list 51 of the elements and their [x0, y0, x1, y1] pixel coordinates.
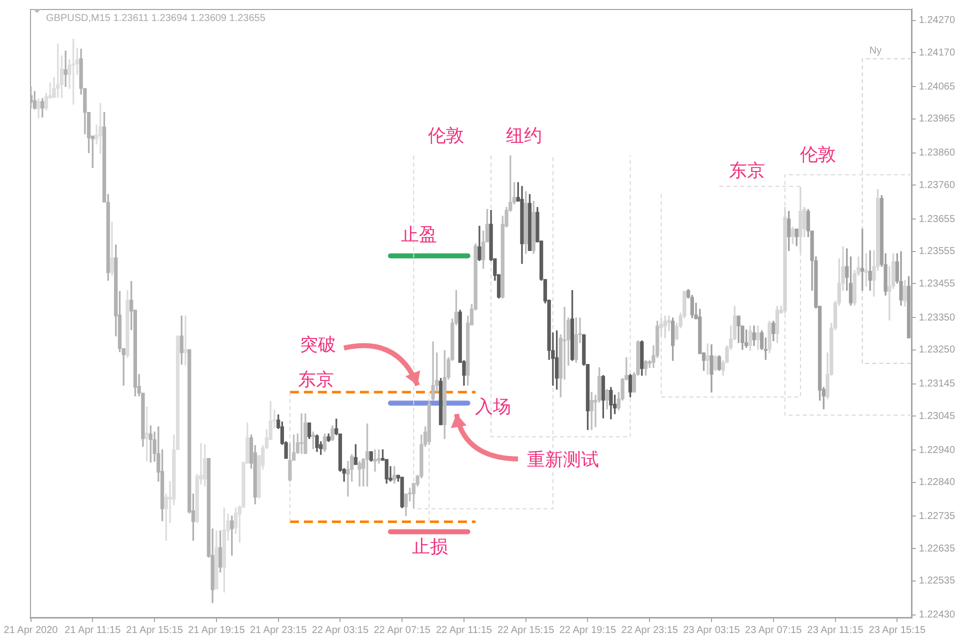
annotation: 东京 [729, 160, 765, 182]
candlestick [431, 341, 435, 401]
x-tick-label: 23 Apr 15:15 [868, 624, 926, 636]
y-tick-label: 1.23250 [918, 344, 956, 356]
annotation: 入场 [474, 396, 511, 418]
y-tick-label: 1.23350 [918, 312, 956, 324]
x-tick-label: 21 Apr 15:15 [126, 624, 184, 636]
candlestick [184, 316, 188, 366]
y-tick-label: 1.24270 [918, 15, 956, 26]
y-tick-label: 1.23455 [918, 278, 956, 290]
candlestick [300, 413, 304, 454]
x-tick-label: 21 Apr 19:15 [188, 624, 246, 636]
x-tick-label: 21 Apr 2020 [4, 624, 58, 636]
series-label: Ny [869, 46, 882, 57]
annotation: 东京 [298, 370, 334, 391]
annotation: 纽约 [506, 126, 542, 147]
x-tick-label: 23 Apr 07:15 [745, 624, 802, 636]
y-tick-label: 1.23760 [918, 180, 956, 191]
chart-title: GBPUSD,M15 1.23611 1.23694 1.23609 1.23655 [46, 12, 266, 24]
annotation: 伦敦 [428, 126, 464, 147]
y-tick-label: 1.23145 [918, 378, 956, 390]
y-tick-label: 1.23655 [918, 214, 956, 225]
annotation: 伦敦 [800, 144, 836, 166]
y-tick-label: 1.22940 [918, 444, 956, 456]
annotation: 重新测试 [527, 450, 599, 471]
x-tick-label: 22 Apr 19:15 [559, 624, 617, 636]
x-tick-label: 22 Apr 15:15 [497, 624, 555, 636]
y-tick-label: 1.23860 [918, 148, 956, 159]
y-tick-label: 1.23045 [918, 410, 956, 422]
x-tick-label: 21 Apr 23:15 [250, 624, 308, 636]
x-tick-label: 22 Apr 03:15 [312, 624, 369, 636]
annotation: 止盈 [401, 224, 437, 246]
y-tick-label: 1.22840 [918, 477, 956, 488]
y-tick-label: 1.23555 [918, 246, 956, 258]
x-tick-label: 23 Apr 03:15 [683, 624, 740, 636]
y-tick-label: 1.23965 [918, 114, 956, 125]
annotation: 突破 [300, 334, 336, 356]
y-tick-label: 1.22635 [918, 543, 956, 554]
candlestick [562, 306, 566, 380]
x-tick-label: 22 Apr 11:15 [436, 624, 492, 636]
x-tick-label: 22 Apr 07:15 [374, 624, 431, 636]
x-tick-label: 23 Apr 11:15 [807, 624, 864, 636]
x-tick-label: 22 Apr 23:15 [621, 624, 678, 636]
candlestick [373, 449, 377, 472]
y-tick-label: 1.22735 [918, 510, 956, 522]
y-tick-label: 1.22535 [918, 576, 956, 587]
annotation: 止损 [412, 536, 448, 558]
y-tick-label: 1.24065 [918, 81, 956, 92]
y-tick-label: 1.24170 [918, 47, 956, 58]
y-tick-label: 1.22430 [918, 610, 956, 621]
x-tick-label: 21 Apr 11:15 [64, 624, 122, 636]
